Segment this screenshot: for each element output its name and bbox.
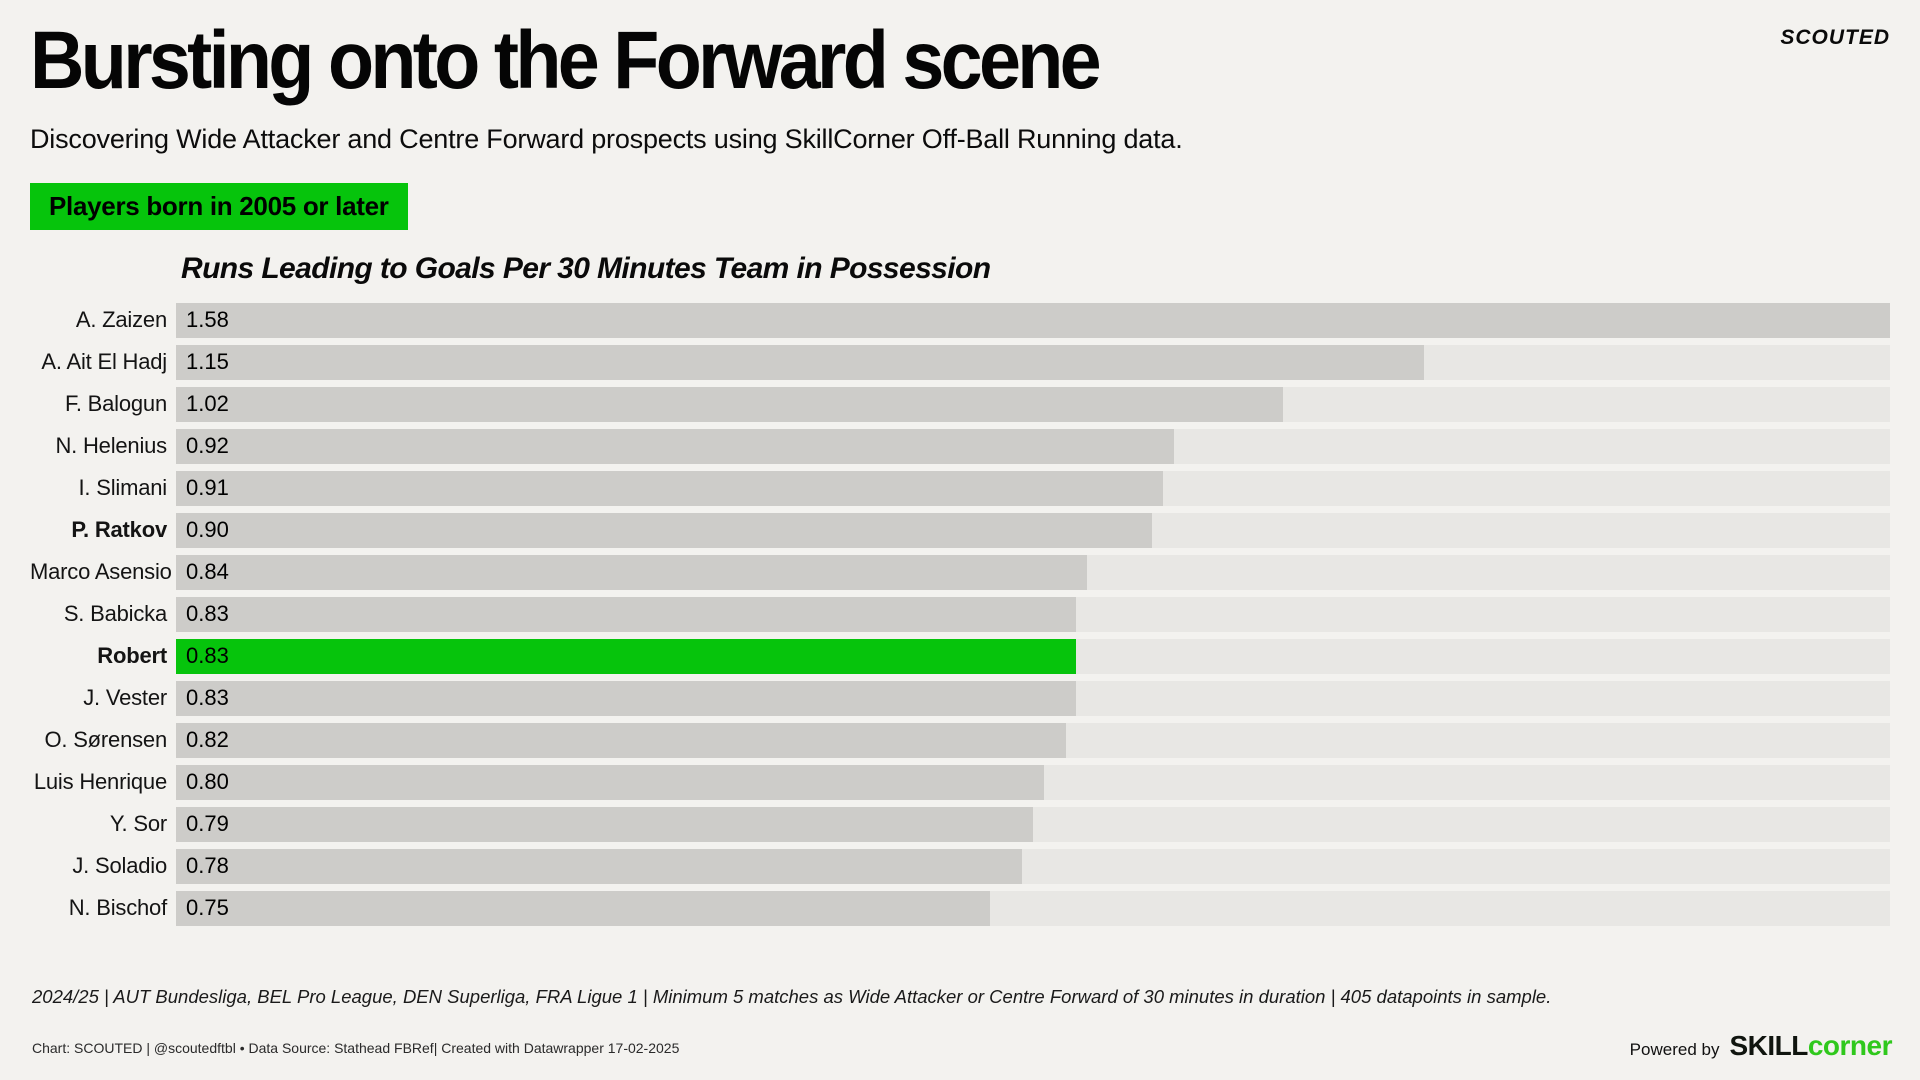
bar: 0.90 (176, 512, 1153, 548)
bar-row: O. Sørensen 0.82 (30, 719, 1890, 761)
bar-row: J. Soladio 0.78 (30, 845, 1890, 887)
bar-row: A. Zaizen 1.58 (30, 299, 1890, 341)
bar-row: Luis Henrique 0.80 (30, 761, 1890, 803)
bar-row: Y. Sor 0.79 (30, 803, 1890, 845)
bar-value: 0.79 (186, 811, 229, 836)
player-label: Luis Henrique (33, 769, 167, 794)
bar: 1.15 (176, 344, 1424, 380)
player-label: N. Helenius (55, 433, 167, 458)
bar: 1.02 (176, 386, 1283, 422)
bar: 0.79 (176, 806, 1033, 842)
bar: 0.78 (176, 848, 1023, 884)
player-label: A. Ait El Hadj (41, 349, 167, 374)
bar-value: 0.80 (186, 769, 229, 794)
bar-row: P. Ratkov 0.90 (30, 509, 1890, 551)
skillcorner-logo-skill: SKILL (1729, 1030, 1808, 1061)
bar: 1.58 (176, 302, 1890, 338)
bar-value: 0.84 (186, 559, 229, 584)
page-subtitle: Discovering Wide Attacker and Centre For… (30, 124, 1183, 154)
bar-value: 0.91 (186, 475, 229, 500)
bar-value: 0.92 (186, 433, 229, 458)
bar: 0.83 (176, 596, 1077, 632)
player-label: P. Ratkov (71, 517, 167, 542)
footnote: 2024/25 | AUT Bundesliga, BEL Pro League… (32, 986, 1552, 1007)
bar-row: Marco Asensio 0.84 (30, 551, 1890, 593)
bar: 0.92 (176, 428, 1175, 464)
player-label: I. Slimani (78, 475, 168, 500)
chart-title: Runs Leading to Goals Per 30 Minutes Tea… (181, 252, 991, 285)
filter-badge: Players born in 2005 or later (30, 183, 408, 230)
credit-line: Chart: SCOUTED | @scoutedftbl • Data Sou… (32, 1040, 680, 1056)
bar: 0.83 (176, 680, 1077, 716)
bar: 0.82 (176, 722, 1066, 758)
bar-track: 0.79 (176, 806, 1890, 842)
bar-track: 1.02 (176, 386, 1890, 422)
bar-row: A. Ait El Hadj 1.15 (30, 341, 1890, 383)
skillcorner-logo: SKILLcorner (1729, 1030, 1892, 1062)
bar-chart: A. Zaizen 1.58 A. Ait El Hadj 1.15 F. Balogu… (30, 299, 1890, 929)
bar-value: 0.90 (186, 517, 229, 542)
player-label: A. Zaizen (75, 307, 167, 332)
bar-row: F. Balogun 1.02 (30, 383, 1890, 425)
bar-track: 0.78 (176, 848, 1890, 884)
bar-row: N. Helenius 0.92 (30, 425, 1890, 467)
bar: 0.91 (176, 470, 1164, 506)
player-label: N. Bischof (68, 895, 167, 920)
bar-row: Robert 0.83 (30, 635, 1890, 677)
page-title: Bursting onto the Forward scene (30, 15, 1102, 106)
bar-value: 1.58 (186, 307, 229, 332)
bar: 0.84 (176, 554, 1088, 590)
bar-value: 1.15 (186, 349, 229, 374)
bar-track: 0.83 (176, 680, 1890, 716)
bar-row: N. Bischof 0.75 (30, 887, 1890, 929)
bar-track: 0.91 (176, 470, 1890, 506)
bar: 0.75 (176, 890, 990, 926)
bar-value: 0.83 (186, 601, 229, 626)
player-label: Robert (97, 643, 167, 668)
player-label: J. Vester (83, 685, 167, 710)
bar-value: 0.83 (186, 685, 229, 710)
scouted-logo: SCOUTED (1780, 26, 1890, 49)
bar-row: S. Babicka 0.83 (30, 593, 1890, 635)
bar-track: 0.92 (176, 428, 1890, 464)
player-label: J. Soladio (72, 853, 167, 878)
powered-by: Powered by SKILLcorner (1629, 1030, 1893, 1062)
bar-value: 0.83 (186, 643, 229, 668)
bar-track: 0.84 (176, 554, 1890, 590)
player-label: S. Babicka (63, 601, 167, 626)
bar-value: 0.78 (186, 853, 229, 878)
player-label: O. Sørensen (44, 727, 167, 752)
player-label: Y. Sor (109, 811, 167, 836)
bar-track: 0.75 (176, 890, 1890, 926)
player-label: Marco Asensio (30, 559, 172, 584)
bar-highlighted: 0.83 (176, 638, 1077, 674)
bar-track: 0.90 (176, 512, 1890, 548)
bar-value: 1.02 (186, 391, 229, 416)
bar-track: 0.80 (176, 764, 1890, 800)
bar-track: 0.83 (176, 596, 1890, 632)
bar-track: 1.58 (176, 302, 1890, 338)
bar: 0.80 (176, 764, 1044, 800)
bar-track: 1.15 (176, 344, 1890, 380)
bar-track: 0.82 (176, 722, 1890, 758)
bar-value: 0.82 (186, 727, 229, 752)
player-label: F. Balogun (65, 391, 167, 416)
bar-row: J. Vester 0.83 (30, 677, 1890, 719)
bar-value: 0.75 (186, 895, 229, 920)
bar-row: I. Slimani 0.91 (30, 467, 1890, 509)
skillcorner-logo-corner: corner (1807, 1030, 1893, 1061)
bar-track: 0.83 (176, 638, 1890, 674)
powered-by-label: Powered by (1629, 1040, 1720, 1059)
